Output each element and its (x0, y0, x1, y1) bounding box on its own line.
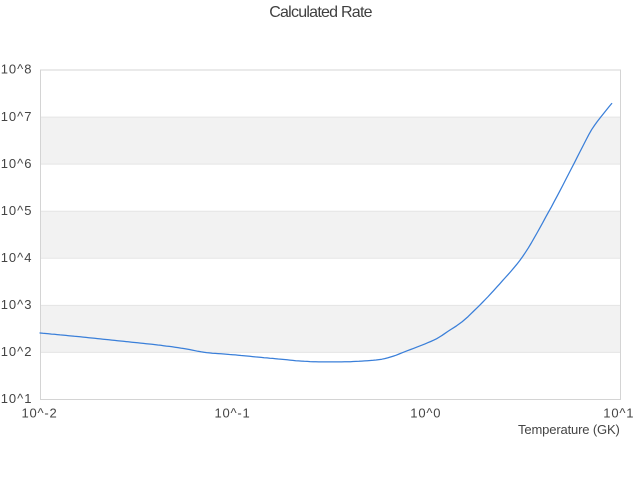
svg-text:10^7: 10^7 (1, 109, 33, 124)
svg-text:10^1: 10^1 (603, 406, 634, 421)
svg-text:10^8: 10^8 (1, 62, 33, 77)
svg-text:10^3: 10^3 (1, 297, 33, 312)
svg-text:10^-2: 10^-2 (21, 406, 57, 421)
svg-text:10^1: 10^1 (1, 391, 33, 406)
svg-text:10^6: 10^6 (1, 156, 33, 171)
svg-text:10^5: 10^5 (1, 203, 33, 218)
svg-text:10^0: 10^0 (410, 406, 441, 421)
svg-text:10^-1: 10^-1 (214, 406, 250, 421)
svg-text:10^4: 10^4 (1, 250, 33, 265)
svg-text:10^2: 10^2 (1, 344, 33, 359)
svg-text:Calculated Rate: Calculated Rate (269, 4, 372, 21)
svg-text:Temperature (GK): Temperature (GK) (518, 422, 620, 437)
